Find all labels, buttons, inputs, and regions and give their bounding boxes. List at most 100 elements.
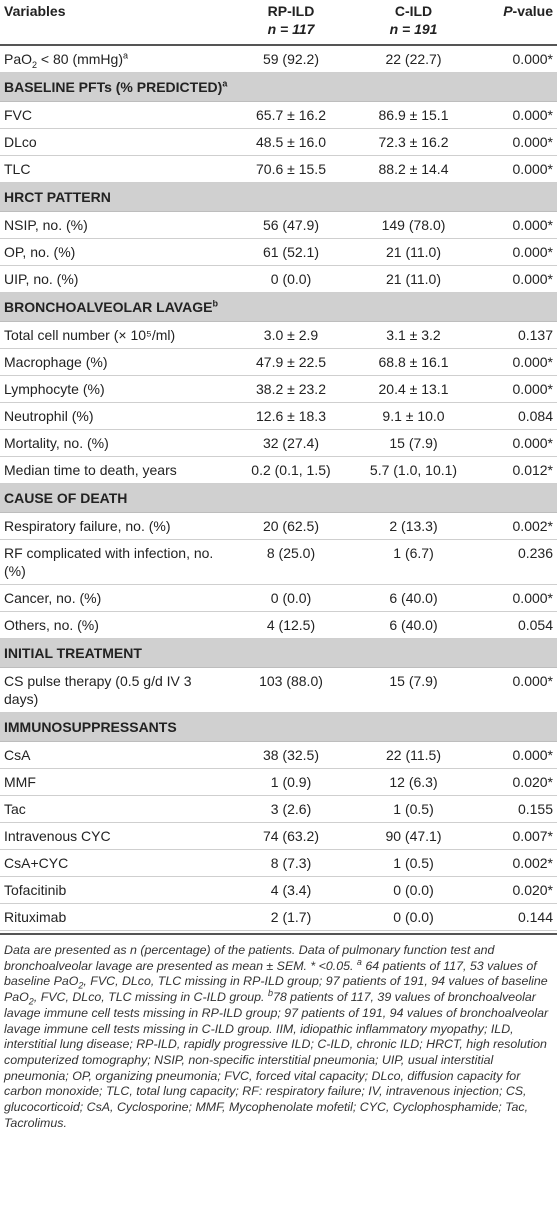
cell-rp-ild: 3 (2.6) xyxy=(230,795,352,823)
cell-c-ild: 6 (40.0) xyxy=(352,584,475,612)
table-header: Variables RP-ILD n = 117 C-ILD n = 191 P-v… xyxy=(0,0,557,45)
table-footnote: Data are presented as n (percentage) of … xyxy=(0,933,557,1131)
cell-rp-ild: 0 (0.0) xyxy=(230,584,352,612)
cell-rp-ild: 38 (32.5) xyxy=(230,741,352,769)
table-row: FVC 65.7 ± 16.2 86.9 ± 15.1 0.000* xyxy=(0,101,557,129)
cell-c-ild: 20.4 ± 13.1 xyxy=(352,375,475,403)
table-row: Rituximab 2 (1.7) 0 (0.0) 0.144 xyxy=(0,903,557,931)
cell-pvalue: 0.000* xyxy=(475,375,557,403)
row-label: DLco xyxy=(0,128,230,156)
table-row: MMF 1 (0.9) 12 (6.3) 0.020* xyxy=(0,768,557,796)
cell-c-ild: 90 (47.1) xyxy=(352,822,475,850)
section-header: IMMUNOSUPPRESSANTS xyxy=(0,712,557,742)
row-label: Others, no. (%) xyxy=(0,611,230,639)
cell-rp-ild: 4 (12.5) xyxy=(230,611,352,639)
header-c-ild: C-ILD n = 191 xyxy=(352,0,475,45)
section-header: HRCT PATTERN xyxy=(0,182,557,212)
table-row: NSIP, no. (%) 56 (47.9) 149 (78.0) 0.000* xyxy=(0,211,557,239)
cell-pvalue: 0.000* xyxy=(475,741,557,769)
cell-c-ild: 15 (7.9) xyxy=(352,667,475,713)
section-title: IMMUNOSUPPRESSANTS xyxy=(0,712,557,742)
section-header: BASELINE PFTs (% PREDICTED)a xyxy=(0,72,557,102)
cell-rp-ild: 61 (52.1) xyxy=(230,238,352,266)
table-row: Macrophage (%) 47.9 ± 22.5 68.8 ± 16.1 0.00… xyxy=(0,348,557,376)
row-label: CsA xyxy=(0,741,230,769)
cell-pvalue: 0.007* xyxy=(475,822,557,850)
cell-pvalue: 0.084 xyxy=(475,402,557,430)
table-row: PaO2 < 80 (mmHg)a 59 (92.2) 22 (22.7) 0.… xyxy=(0,45,557,73)
row-label: Total cell number (× 10⁵/ml) xyxy=(0,321,230,349)
section-title: INITIAL TREATMENT xyxy=(0,638,557,668)
table-row: Neutrophil (%) 12.6 ± 18.3 9.1 ± 10.0 0.084 xyxy=(0,402,557,430)
cell-pvalue: 0.020* xyxy=(475,876,557,904)
section-title: CAUSE OF DEATH xyxy=(0,483,557,513)
table-row: Mortality, no. (%) 32 (27.4) 15 (7.9) 0.000… xyxy=(0,429,557,457)
cell-pvalue: 0.012* xyxy=(475,456,557,484)
cell-pvalue: 0.155 xyxy=(475,795,557,823)
cell-pvalue: 0.002* xyxy=(475,849,557,877)
cell-c-ild: 0 (0.0) xyxy=(352,903,475,931)
cell-pvalue: 0.000* xyxy=(475,348,557,376)
cell-c-ild: 15 (7.9) xyxy=(352,429,475,457)
row-label: CsA+CYC xyxy=(0,849,230,877)
cell-c-ild: 21 (11.0) xyxy=(352,265,475,293)
table-row: TLC 70.6 ± 15.5 88.2 ± 14.4 0.000* xyxy=(0,155,557,183)
table-row: Tofacitinib 4 (3.4) 0 (0.0) 0.020* xyxy=(0,876,557,904)
cell-rp-ild: 70.6 ± 15.5 xyxy=(230,155,352,183)
row-label: Rituximab xyxy=(0,903,230,931)
data-table: Variables RP-ILD n = 117 C-ILD n = 191 P-v… xyxy=(0,0,557,931)
section-title: BASELINE PFTs (% PREDICTED)a xyxy=(0,72,557,102)
cell-rp-ild: 103 (88.0) xyxy=(230,667,352,713)
row-label: OP, no. (%) xyxy=(0,238,230,266)
row-label: Neutrophil (%) xyxy=(0,402,230,430)
table-row: Others, no. (%) 4 (12.5) 6 (40.0) 0.054 xyxy=(0,611,557,639)
row-label: Tofacitinib xyxy=(0,876,230,904)
cell-rp-ild: 65.7 ± 16.2 xyxy=(230,101,352,129)
table-row: Respiratory failure, no. (%) 20 (62.5) 2 (… xyxy=(0,512,557,540)
section-title: HRCT PATTERN xyxy=(0,182,557,212)
table-row: Tac 3 (2.6) 1 (0.5) 0.155 xyxy=(0,795,557,823)
row-label: MMF xyxy=(0,768,230,796)
header-pvalue: P-value xyxy=(503,3,553,19)
row-label: Respiratory failure, no. (%) xyxy=(0,512,230,540)
row-label: Median time to death, years xyxy=(0,456,230,484)
cell-rp-ild: 2 (1.7) xyxy=(230,903,352,931)
cell-c-ild: 9.1 ± 10.0 xyxy=(352,402,475,430)
cell-pvalue: 0.000* xyxy=(475,265,557,293)
row-label: Cancer, no. (%) xyxy=(0,584,230,612)
cell-c-ild: 0 (0.0) xyxy=(352,876,475,904)
cell-rp-ild: 0.2 (0.1, 1.5) xyxy=(230,456,352,484)
header-rp-ild: RP-ILD n = 117 xyxy=(230,0,352,45)
section-header: CAUSE OF DEATH xyxy=(0,483,557,513)
cell-rp-ild: 8 (7.3) xyxy=(230,849,352,877)
cell-rp-ild: 4 (3.4) xyxy=(230,876,352,904)
cell-pvalue: 0.137 xyxy=(475,321,557,349)
cell-rp-ild: 48.5 ± 16.0 xyxy=(230,128,352,156)
cell-pvalue: 0.000* xyxy=(475,211,557,239)
cell-pvalue: 0.000* xyxy=(475,101,557,129)
row-label: RF complicated with infection, no. (%) xyxy=(0,539,230,585)
cell-c-ild: 86.9 ± 15.1 xyxy=(352,101,475,129)
cell-c-ild: 88.2 ± 14.4 xyxy=(352,155,475,183)
table-row: Cancer, no. (%) 0 (0.0) 6 (40.0) 0.000* xyxy=(0,584,557,612)
cell-c-ild: 1 (6.7) xyxy=(352,539,475,585)
table-row: Lymphocyte (%) 38.2 ± 23.2 20.4 ± 13.1 0.00… xyxy=(0,375,557,403)
cell-c-ild: 1 (0.5) xyxy=(352,795,475,823)
cell-rp-ild: 12.6 ± 18.3 xyxy=(230,402,352,430)
row-label: TLC xyxy=(0,155,230,183)
row-label: Lymphocyte (%) xyxy=(0,375,230,403)
cell-rp-ild: 1 (0.9) xyxy=(230,768,352,796)
cell-c-ild: 12 (6.3) xyxy=(352,768,475,796)
table-row: OP, no. (%) 61 (52.1) 21 (11.0) 0.000* xyxy=(0,238,557,266)
cell-c-ild: 5.7 (1.0, 10.1) xyxy=(352,456,475,484)
row-label: UIP, no. (%) xyxy=(0,265,230,293)
table-body: PaO2 < 80 (mmHg)a 59 (92.2) 22 (22.7) 0.… xyxy=(0,45,557,931)
cell-rp-ild: 38.2 ± 23.2 xyxy=(230,375,352,403)
row-label: NSIP, no. (%) xyxy=(0,211,230,239)
table-row: CsA+CYC 8 (7.3) 1 (0.5) 0.002* xyxy=(0,849,557,877)
header-rp-ild-n: n = 117 xyxy=(267,21,315,37)
cell-rp-ild: 0 (0.0) xyxy=(230,265,352,293)
table-row: Total cell number (× 10⁵/ml) 3.0 ± 2.9 3.1… xyxy=(0,321,557,349)
row-label: Tac xyxy=(0,795,230,823)
cell-c-ild: 72.3 ± 16.2 xyxy=(352,128,475,156)
